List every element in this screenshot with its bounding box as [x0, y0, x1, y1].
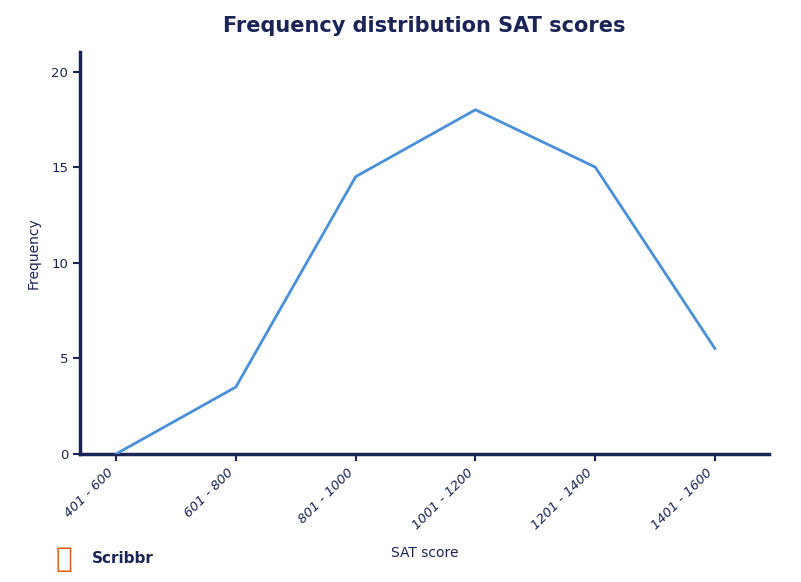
- Text: ⬧: ⬧: [56, 545, 72, 573]
- Y-axis label: Frequency: Frequency: [26, 217, 40, 289]
- Title: Frequency distribution SAT scores: Frequency distribution SAT scores: [223, 16, 626, 36]
- X-axis label: SAT score: SAT score: [391, 545, 458, 559]
- Text: Scribbr: Scribbr: [92, 551, 154, 566]
